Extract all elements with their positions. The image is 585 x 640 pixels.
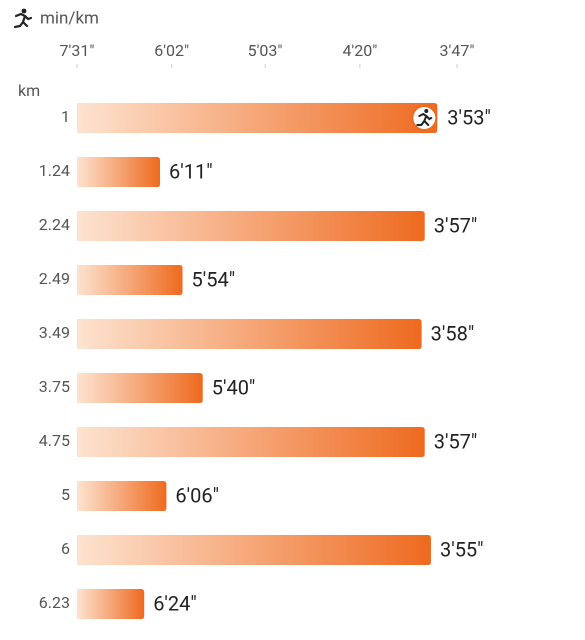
y-tick-label: 6 xyxy=(61,539,70,558)
y-tick-label: 3.49 xyxy=(39,323,70,342)
value-label: 6'06" xyxy=(175,483,219,507)
bar xyxy=(77,535,431,565)
x-tick-label: 4'20" xyxy=(342,41,377,60)
badge-circle xyxy=(411,105,438,131)
value-label: 6'24" xyxy=(153,591,197,615)
y-tick-label: 5 xyxy=(61,485,70,504)
x-tick-label: 5'03" xyxy=(248,41,283,60)
value-label: 5'54" xyxy=(192,267,236,291)
bar xyxy=(77,211,425,241)
bar xyxy=(77,103,438,133)
x-tick-label: 7'31" xyxy=(60,41,95,60)
bar xyxy=(77,589,145,619)
y-tick-label: 4.75 xyxy=(39,431,70,450)
value-label: 5'40" xyxy=(212,375,256,399)
axis-unit: min/km xyxy=(40,8,99,28)
y-axis-label: km xyxy=(18,81,40,100)
y-tick-label: 2.24 xyxy=(39,215,70,234)
bar xyxy=(77,319,422,349)
value-label: 3'57" xyxy=(434,429,478,453)
bar xyxy=(77,481,167,511)
fastest-badge xyxy=(411,105,438,131)
y-tick-label: 2.49 xyxy=(39,269,70,288)
runner-icon xyxy=(13,8,33,29)
x-tick-label: 6'02" xyxy=(154,41,189,60)
value-label: 3'58" xyxy=(431,321,475,345)
y-tick-label: 1.24 xyxy=(39,161,70,180)
bar xyxy=(77,157,161,187)
x-tick-label: 3'47" xyxy=(440,41,475,60)
value-label: 3'55" xyxy=(440,537,484,561)
y-tick-label: 3.75 xyxy=(39,377,70,396)
y-tick-label: 6.23 xyxy=(39,593,70,612)
badge-head xyxy=(424,109,429,113)
badge-runner xyxy=(416,112,433,126)
bar xyxy=(77,427,425,457)
value-label: 6'11" xyxy=(169,159,213,183)
bar xyxy=(77,265,183,295)
value-label: 3'53" xyxy=(447,105,491,129)
y-tick-label: 1 xyxy=(61,107,70,126)
bar xyxy=(77,373,203,403)
value-label: 3'57" xyxy=(434,213,478,237)
